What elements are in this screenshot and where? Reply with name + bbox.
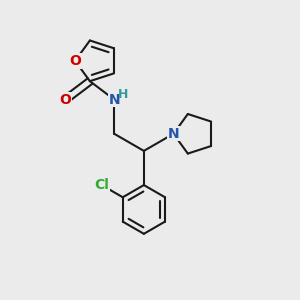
Text: N: N [108, 93, 120, 106]
Text: O: O [69, 54, 81, 68]
Text: O: O [60, 93, 71, 106]
Text: H: H [117, 88, 128, 101]
Text: Cl: Cl [94, 178, 109, 192]
Text: N: N [168, 127, 179, 141]
